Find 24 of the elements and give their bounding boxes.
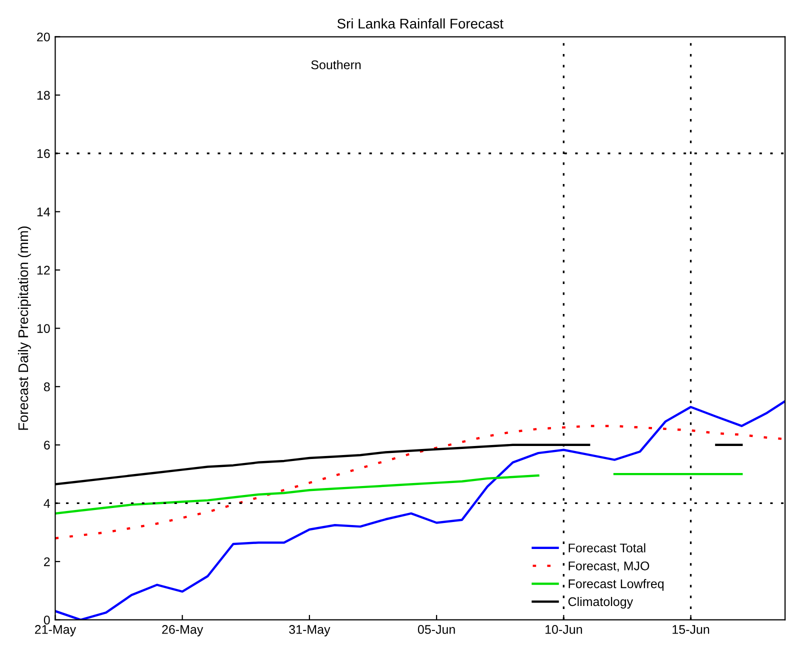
legend-label: Forecast, MJO <box>568 561 650 572</box>
legend-label: Climatology <box>568 596 634 609</box>
chart-title: Sri Lanka Rainfall Forecast <box>337 18 504 29</box>
x-tick-label: 26-May <box>162 625 204 636</box>
legend-label: Forecast Lowfreq <box>568 579 664 591</box>
annotation: Southern <box>311 60 361 70</box>
y-tick-label: 6 <box>44 440 50 450</box>
x-tick-label: 31-May <box>289 625 330 636</box>
y-tick-label: 0 <box>44 616 50 624</box>
x-tick-label: 10-Jun <box>546 625 582 634</box>
y-tick-label: 16 <box>37 149 50 158</box>
x-tick-label: 05-Jun <box>418 625 455 634</box>
y-tick-label: 4 <box>44 499 50 508</box>
y-tick-label: 18 <box>37 90 50 100</box>
y-tick-label: 2 <box>44 557 50 566</box>
y-tick-label: 8 <box>44 382 50 392</box>
y-tick-label: 14 <box>37 208 50 216</box>
y-tick-label: 20 <box>37 32 50 42</box>
x-tick-label: 15-Jun <box>672 625 710 634</box>
y-tick-label: 10 <box>37 324 50 333</box>
y-tick-label: 12 <box>37 266 50 275</box>
y-axis-title: Forecast Daily Precipitation (mm) <box>18 226 31 430</box>
legend-label: Forecast Total <box>568 543 646 552</box>
x-tick-label: 21-May <box>35 625 76 636</box>
